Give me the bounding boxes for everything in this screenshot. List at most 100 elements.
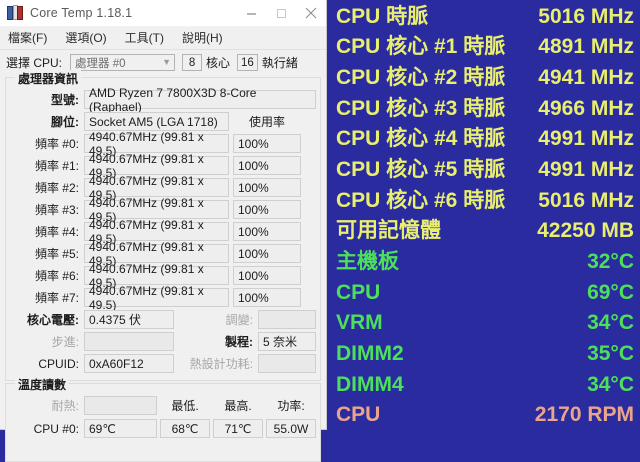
osd-value: 4991 MHz bbox=[538, 158, 634, 182]
thread-count-field: 16 bbox=[237, 54, 258, 71]
freq-usage: 100% bbox=[233, 244, 301, 263]
osd-row: CPU 核心 #6 時脈 5016 MHz bbox=[328, 185, 640, 216]
title-bar[interactable]: Core Temp 1.18.1 bbox=[0, 0, 326, 27]
socket-row: 腳位: Socket AM5 (LGA 1718) 使用率 bbox=[10, 111, 316, 132]
model-row: 型號: AMD Ryzen 7 7800X3D 8-Core (Raphael) bbox=[10, 86, 316, 114]
minimize-icon[interactable] bbox=[236, 0, 266, 26]
menu-bar: 檔案(F) 選項(O) 工具(T) 說明(H) bbox=[0, 27, 326, 50]
freq-row: 頻率 #5: 4940.67MHz (99.81 x 49.5) 100% bbox=[10, 240, 316, 268]
osd-value: 5016 MHz bbox=[538, 188, 634, 212]
cpu-select-label: 選擇 CPU: bbox=[6, 56, 63, 70]
osd-value: 32°C bbox=[587, 249, 634, 273]
vcore-row: 核心電壓: 0.4375 伏 調變: bbox=[10, 309, 316, 330]
stepping-label: 步進: bbox=[51, 335, 79, 349]
cpu-temp-max: 71℃ bbox=[213, 419, 263, 438]
osd-row: 主機板 32°C bbox=[328, 246, 640, 277]
freq-value: 4940.67MHz (99.81 x 49.5) bbox=[84, 218, 229, 246]
osd-value: 35°C bbox=[587, 341, 634, 365]
cpu-select-value: 處理器 #0 bbox=[75, 57, 126, 70]
osd-value: 42250 MB bbox=[537, 219, 634, 243]
osd-value: 34°C bbox=[587, 311, 634, 335]
cpu-select-dropdown[interactable]: 處理器 #0 ▼ bbox=[70, 54, 176, 71]
menu-item-tools[interactable]: 工具(T) bbox=[124, 31, 164, 45]
osd-value: 69°C bbox=[587, 280, 634, 304]
osd-key: 可用記憶體 bbox=[336, 219, 441, 243]
vcore-value: 0.4375 伏 bbox=[84, 310, 174, 329]
freq-usage: 100% bbox=[233, 200, 301, 219]
freq-usage: 100% bbox=[233, 178, 301, 197]
freq-usage: 100% bbox=[233, 266, 301, 285]
vcore-label: 核心電壓: bbox=[27, 313, 79, 327]
freq-label: 頻率 #3: bbox=[34, 203, 79, 217]
freq-row: 頻率 #1: 4940.67MHz (99.81 x 49.5) 100% bbox=[10, 152, 316, 180]
usage-column-header: 使用率 bbox=[248, 115, 285, 129]
tdp-label: 熱設計功耗: bbox=[189, 357, 253, 371]
osd-row: DIMM2 35°C bbox=[328, 338, 640, 369]
stepping-value bbox=[84, 332, 174, 351]
freq-row: 頻率 #6: 4940.67MHz (99.81 x 49.5) 100% bbox=[10, 262, 316, 290]
osd-value: 34°C bbox=[587, 372, 634, 396]
freq-usage: 100% bbox=[233, 222, 301, 241]
cpu-temp-min: 68℃ bbox=[160, 419, 210, 438]
menu-item-file[interactable]: 檔案(F) bbox=[8, 31, 48, 45]
freq-value: 4940.67MHz (99.81 x 49.5) bbox=[84, 130, 229, 158]
window-title: Core Temp 1.18.1 bbox=[30, 6, 133, 20]
freq-value: 4940.67MHz (99.81 x 49.5) bbox=[84, 284, 229, 312]
osd-key: DIMM2 bbox=[336, 341, 404, 365]
maximize-icon[interactable] bbox=[266, 0, 296, 26]
osd-panel: CPU 時脈 5016 MHz CPU 核心 #1 時脈 4891 MHz CP… bbox=[328, 0, 640, 430]
osd-key: CPU bbox=[336, 280, 381, 304]
core-count-label: 核心 bbox=[206, 56, 231, 70]
osd-value: 5016 MHz bbox=[538, 4, 634, 28]
table-row: CPU #0: 69℃ 68℃ 71℃ 55.0W bbox=[10, 418, 316, 439]
osd-row: CPU 69°C bbox=[328, 277, 640, 308]
osd-value: 4891 MHz bbox=[538, 35, 634, 59]
osd-row: CPU 核心 #5 時脈 4991 MHz bbox=[328, 154, 640, 185]
core-temp-window: Core Temp 1.18.1 檔案(F) 選項(O) 工具(T) 說明(H)… bbox=[0, 0, 327, 462]
cpuid-label: CPUID: bbox=[38, 356, 79, 371]
osd-row: DIMM4 34°C bbox=[328, 369, 640, 400]
chevron-down-icon: ▼ bbox=[162, 57, 172, 67]
socket-value: Socket AM5 (LGA 1718) bbox=[84, 112, 229, 131]
freq-label: 頻率 #4: bbox=[34, 225, 79, 239]
close-icon[interactable] bbox=[296, 0, 326, 26]
osd-value: 4941 MHz bbox=[538, 66, 634, 90]
revision-value bbox=[258, 310, 316, 329]
power-column-header: 功率: bbox=[277, 399, 305, 413]
tjmax-row: 耐熱: 最低. 最高. 功率: bbox=[10, 395, 316, 416]
books-icon bbox=[7, 5, 23, 21]
freq-label: 頻率 #2: bbox=[34, 181, 79, 195]
cpu-temp-power: 55.0W bbox=[266, 419, 316, 438]
cpu-temp-value: 69℃ bbox=[84, 419, 157, 438]
freq-value: 4940.67MHz (99.81 x 49.5) bbox=[84, 196, 229, 224]
menu-item-options[interactable]: 選項(O) bbox=[65, 31, 107, 45]
lithography-label: 製程: bbox=[225, 335, 253, 349]
osd-row: VRM 34°C bbox=[328, 307, 640, 338]
stepping-row: 步進: 製程: 5 奈米 bbox=[10, 331, 316, 352]
tdp-value bbox=[258, 354, 316, 373]
max-column-header: 最高. bbox=[224, 399, 252, 413]
osd-key: DIMM4 bbox=[336, 372, 404, 396]
model-label: 型號: bbox=[51, 93, 79, 107]
freq-label: 頻率 #7: bbox=[34, 291, 79, 305]
freq-label: 頻率 #0: bbox=[34, 137, 79, 151]
freq-row: 頻率 #2: 4940.67MHz (99.81 x 49.5) 100% bbox=[10, 174, 316, 202]
revision-label: 調變: bbox=[225, 313, 253, 327]
freq-usage: 100% bbox=[233, 134, 301, 153]
freq-usage: 100% bbox=[233, 156, 301, 175]
thread-count-label: 執行緒 bbox=[261, 56, 298, 70]
osd-key: CPU 時脈 bbox=[336, 4, 429, 28]
temperature-legend: 溫度讀數 bbox=[15, 376, 70, 393]
osd-row: CPU 核心 #1 時脈 4891 MHz bbox=[328, 32, 640, 63]
osd-key: VRM bbox=[336, 311, 383, 335]
menu-item-help[interactable]: 說明(H) bbox=[181, 31, 223, 45]
osd-row: CPU 核心 #3 時脈 4966 MHz bbox=[328, 93, 640, 124]
window-controls bbox=[236, 0, 326, 26]
tjmax-label: 耐熱: bbox=[51, 399, 79, 413]
osd-key: CPU 核心 #1 時脈 bbox=[336, 35, 506, 59]
osd-row: CPU 核心 #2 時脈 4941 MHz bbox=[328, 62, 640, 93]
model-value: AMD Ryzen 7 7800X3D 8-Core (Raphael) bbox=[84, 86, 316, 114]
freq-usage: 100% bbox=[233, 288, 301, 307]
osd-key: CPU 核心 #6 時脈 bbox=[336, 188, 506, 212]
osd-row: 可用記憶體 42250 MB bbox=[328, 215, 640, 246]
